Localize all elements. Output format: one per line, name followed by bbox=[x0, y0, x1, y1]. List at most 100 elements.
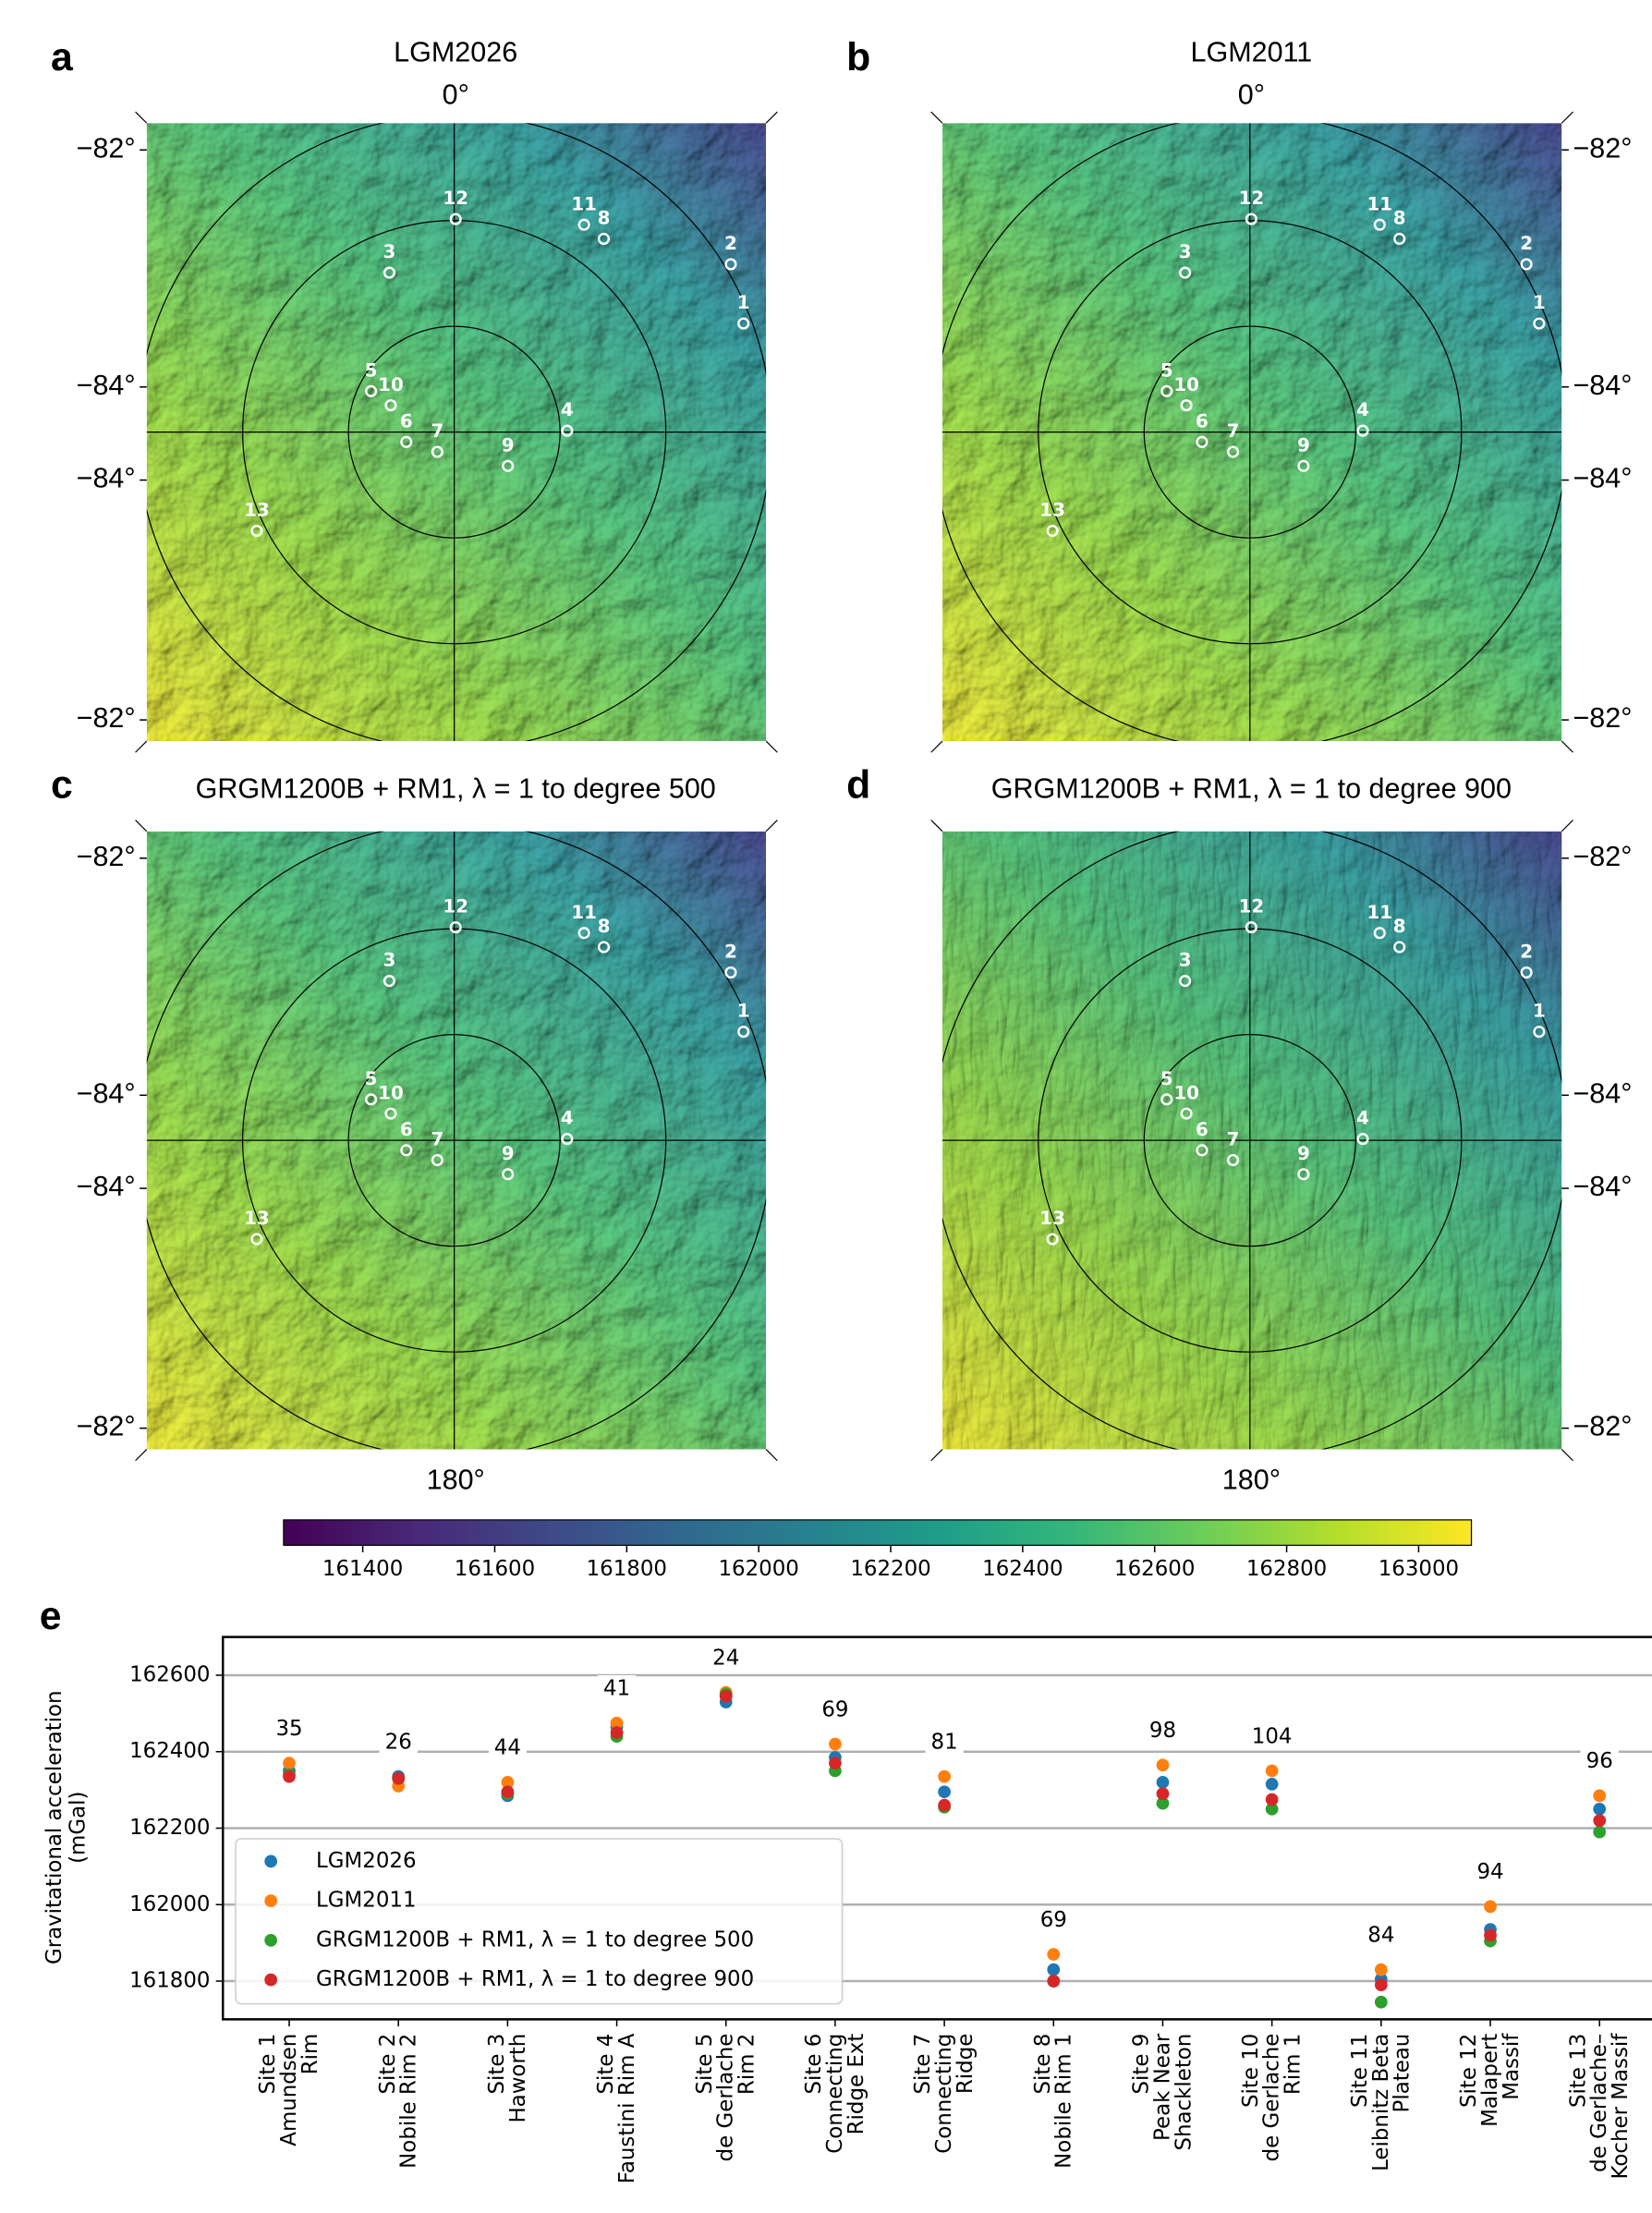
x-tick-label: Site 4Faustini Rim A bbox=[594, 2033, 639, 2183]
annotation: 94 bbox=[1476, 1860, 1503, 1884]
x-tick-label: Site 6ConnectingRidge Ext bbox=[802, 2034, 869, 2154]
site-label: 10 bbox=[378, 1082, 404, 1103]
corner-tick bbox=[135, 1449, 148, 1462]
data-point bbox=[1265, 1793, 1279, 1806]
map-area bbox=[941, 123, 1562, 742]
lat-label: −84° bbox=[1573, 370, 1632, 401]
corner-tick bbox=[765, 111, 778, 124]
site-label: 8 bbox=[598, 916, 611, 937]
x-tick-label: Site 10de GerlacheRim 1 bbox=[1238, 2034, 1305, 2162]
site-label: 5 bbox=[1160, 359, 1173, 381]
x-tick-label: Site 9Peak NearShackleton bbox=[1129, 2033, 1196, 2150]
map-area bbox=[941, 831, 1562, 1450]
site-label: 11 bbox=[571, 193, 597, 214]
site-marker bbox=[502, 1168, 515, 1181]
site-marker bbox=[250, 524, 263, 538]
data-point bbox=[1265, 1802, 1279, 1816]
corner-tick bbox=[930, 740, 943, 753]
site-label: 2 bbox=[724, 233, 737, 254]
site-label: 11 bbox=[1367, 193, 1393, 214]
colorbar-tick-label: 162200 bbox=[850, 1557, 930, 1581]
lon-label: 180° bbox=[1222, 1465, 1281, 1496]
site-marker bbox=[1226, 445, 1240, 458]
annotation-background bbox=[1143, 1717, 1183, 1745]
annotation: 104 bbox=[1252, 1724, 1293, 1748]
x-tick-label: Site 2Nobile Rim 2 bbox=[375, 2034, 420, 2169]
corner-tick bbox=[765, 1449, 778, 1462]
site-marker bbox=[431, 1153, 443, 1167]
site-marker bbox=[1533, 1026, 1546, 1039]
site-marker bbox=[1297, 1168, 1310, 1181]
annotation-background bbox=[1362, 1921, 1401, 1949]
x-tick-label: Site 3Haworth bbox=[484, 2034, 529, 2123]
data-point bbox=[1593, 1802, 1607, 1816]
site-label: 13 bbox=[1039, 500, 1065, 521]
corner-tick bbox=[135, 820, 148, 833]
site-label: 12 bbox=[1239, 896, 1265, 918]
annotation-background bbox=[1580, 1747, 1619, 1775]
corner-tick bbox=[1561, 820, 1573, 833]
colorbar-tick-label: 161800 bbox=[587, 1557, 667, 1581]
panel-letter: c bbox=[51, 763, 73, 808]
site-label: 6 bbox=[1196, 410, 1209, 432]
site-label: 8 bbox=[1393, 916, 1406, 937]
corner-tick bbox=[930, 1449, 943, 1462]
annotation: 44 bbox=[494, 1736, 521, 1760]
site-marker bbox=[383, 975, 395, 988]
site-label: 13 bbox=[244, 1208, 270, 1229]
annotation-background bbox=[270, 1715, 309, 1743]
x-tick-label: Site 7ConnectingRidge bbox=[911, 2034, 978, 2154]
map-title: GRGM1200B + RM1, λ = 1 to degree 900 bbox=[991, 773, 1512, 805]
corner-tick bbox=[765, 740, 778, 753]
site-marker bbox=[400, 435, 413, 448]
annotation-background bbox=[597, 1675, 637, 1703]
map-title: LGM2026 bbox=[394, 36, 517, 67]
annotation: 69 bbox=[821, 1697, 848, 1721]
site-marker bbox=[449, 213, 462, 225]
site-marker bbox=[577, 218, 590, 231]
data-point bbox=[1265, 1764, 1279, 1778]
site-marker bbox=[384, 1107, 397, 1120]
site-marker bbox=[1160, 384, 1173, 397]
data-point bbox=[1593, 1825, 1607, 1839]
x-tick-label: Site 12MalapertMassif bbox=[1457, 2033, 1524, 2127]
colorbar-tick-label: 161600 bbox=[455, 1557, 535, 1581]
x-tick-label: Site 5de GerlacheRim 2 bbox=[692, 2034, 759, 2162]
annotation: 24 bbox=[712, 1646, 739, 1670]
annotation: 84 bbox=[1367, 1923, 1394, 1947]
data-point bbox=[1374, 1995, 1388, 2009]
data-point bbox=[1047, 1963, 1061, 1976]
site-label: 12 bbox=[1239, 188, 1265, 209]
annotation-background bbox=[707, 1644, 746, 1672]
y-tick-label: 162000 bbox=[129, 1892, 210, 1916]
data-point bbox=[1593, 1789, 1607, 1803]
site-marker bbox=[1245, 213, 1257, 225]
site-marker bbox=[1373, 218, 1386, 231]
site-marker bbox=[365, 1093, 378, 1106]
site-marker bbox=[502, 459, 515, 472]
corner-tick bbox=[135, 740, 148, 753]
corner-tick bbox=[1561, 111, 1573, 124]
site-label: 9 bbox=[502, 434, 515, 456]
annotation: 26 bbox=[385, 1731, 412, 1755]
map-area bbox=[146, 831, 767, 1450]
site-label: 10 bbox=[1173, 1082, 1199, 1103]
site-marker bbox=[431, 445, 443, 458]
site-marker bbox=[737, 1026, 750, 1039]
site-marker bbox=[384, 399, 397, 412]
corner-tick bbox=[930, 820, 943, 833]
y-tick-label: 162200 bbox=[129, 1816, 210, 1840]
x-tick-label: Site 8Nobile Rim 1 bbox=[1030, 2034, 1075, 2169]
corner-tick bbox=[135, 111, 148, 124]
legend-marker bbox=[264, 1854, 278, 1868]
annotation: 41 bbox=[603, 1677, 630, 1701]
data-point bbox=[501, 1775, 515, 1789]
site-label: 9 bbox=[1297, 434, 1310, 456]
lat-label: −82° bbox=[77, 841, 136, 872]
colorbar-tick-label: 162000 bbox=[718, 1557, 798, 1581]
data-point bbox=[1374, 1963, 1388, 1976]
lat-label: −82° bbox=[77, 1411, 136, 1442]
site-marker bbox=[250, 1233, 263, 1246]
